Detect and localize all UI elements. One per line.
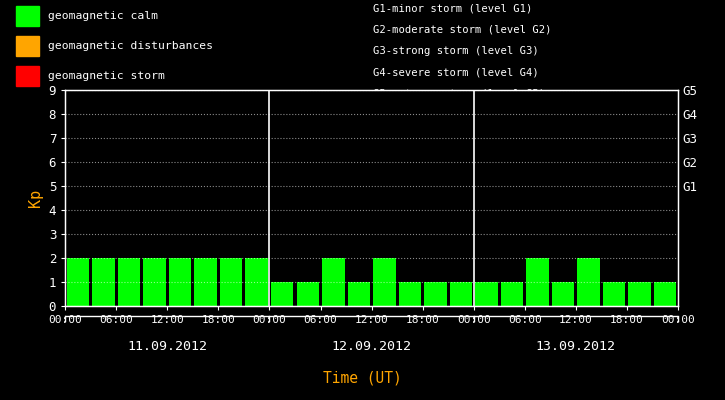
Bar [297,282,319,306]
Bar [347,282,370,306]
Bar [526,258,549,306]
Bar [424,282,447,306]
Text: geomagnetic calm: geomagnetic calm [48,11,158,21]
Bar [92,258,115,306]
Text: G1-minor storm (level G1): G1-minor storm (level G1) [373,4,533,14]
Bar [629,282,651,306]
Text: 12.09.2012: 12.09.2012 [331,340,412,353]
Text: G5-extreme storm (level G5): G5-extreme storm (level G5) [373,88,545,98]
Bar [552,282,574,306]
Bar [194,258,217,306]
Text: 11.09.2012: 11.09.2012 [128,340,207,353]
Bar [118,258,141,306]
Bar [475,282,497,306]
Bar [169,258,191,306]
Bar [16,66,39,86]
Bar [399,282,421,306]
Bar [220,258,242,306]
Text: 13.09.2012: 13.09.2012 [536,340,616,353]
Bar [654,282,676,306]
Text: G2-moderate storm (level G2): G2-moderate storm (level G2) [373,25,552,35]
Bar [16,36,39,56]
Y-axis label: Kp: Kp [28,189,44,207]
Bar [144,258,166,306]
Bar [67,258,89,306]
Text: G4-severe storm (level G4): G4-severe storm (level G4) [373,67,539,77]
Bar [450,282,472,306]
Text: geomagnetic storm: geomagnetic storm [48,70,165,81]
Text: G3-strong storm (level G3): G3-strong storm (level G3) [373,46,539,56]
Bar [577,258,600,306]
Bar [271,282,294,306]
Text: geomagnetic disturbances: geomagnetic disturbances [48,41,213,51]
Bar [373,258,396,306]
Bar [602,282,625,306]
Bar [501,282,523,306]
Text: Time (UT): Time (UT) [323,370,402,386]
Bar [246,258,268,306]
Bar [322,258,344,306]
Bar [16,6,39,26]
